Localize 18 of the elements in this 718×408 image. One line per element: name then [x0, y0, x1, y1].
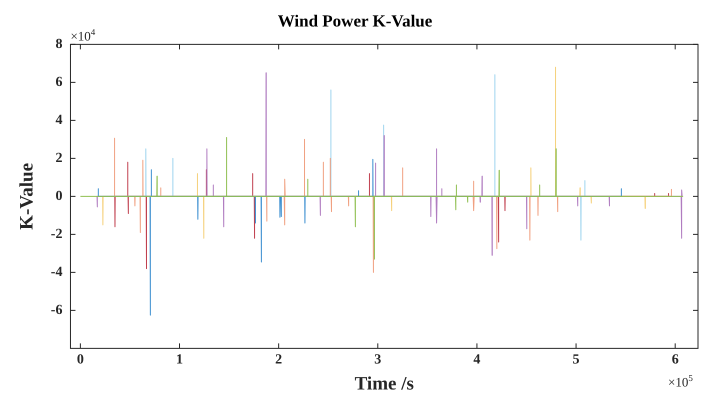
y-tick-label: 0	[55, 189, 62, 204]
y-tick-label: 6	[55, 75, 62, 90]
x-tick-label: 6	[672, 352, 679, 368]
y-tick-label: 2	[55, 151, 62, 166]
x-tick-label: 0	[76, 352, 84, 368]
x-tick-label: 2	[275, 352, 282, 368]
y-tick-label: 8	[55, 37, 62, 52]
x-tick-label: 5	[572, 352, 580, 368]
y-tick-label: 4	[55, 113, 62, 128]
x-tick-label: 1	[176, 352, 184, 368]
x-tick-label: 3	[374, 352, 382, 368]
y-tick-label: -2	[50, 227, 62, 242]
x-tick-label: 4	[473, 352, 480, 368]
x-axis-title: Time /s	[354, 374, 414, 395]
chart-title: Wind Power K-Value	[278, 12, 433, 31]
y-tick-label: -4	[50, 265, 62, 280]
y-axis-title: K-Value	[16, 162, 38, 230]
y-tick-label: -6	[50, 303, 62, 318]
